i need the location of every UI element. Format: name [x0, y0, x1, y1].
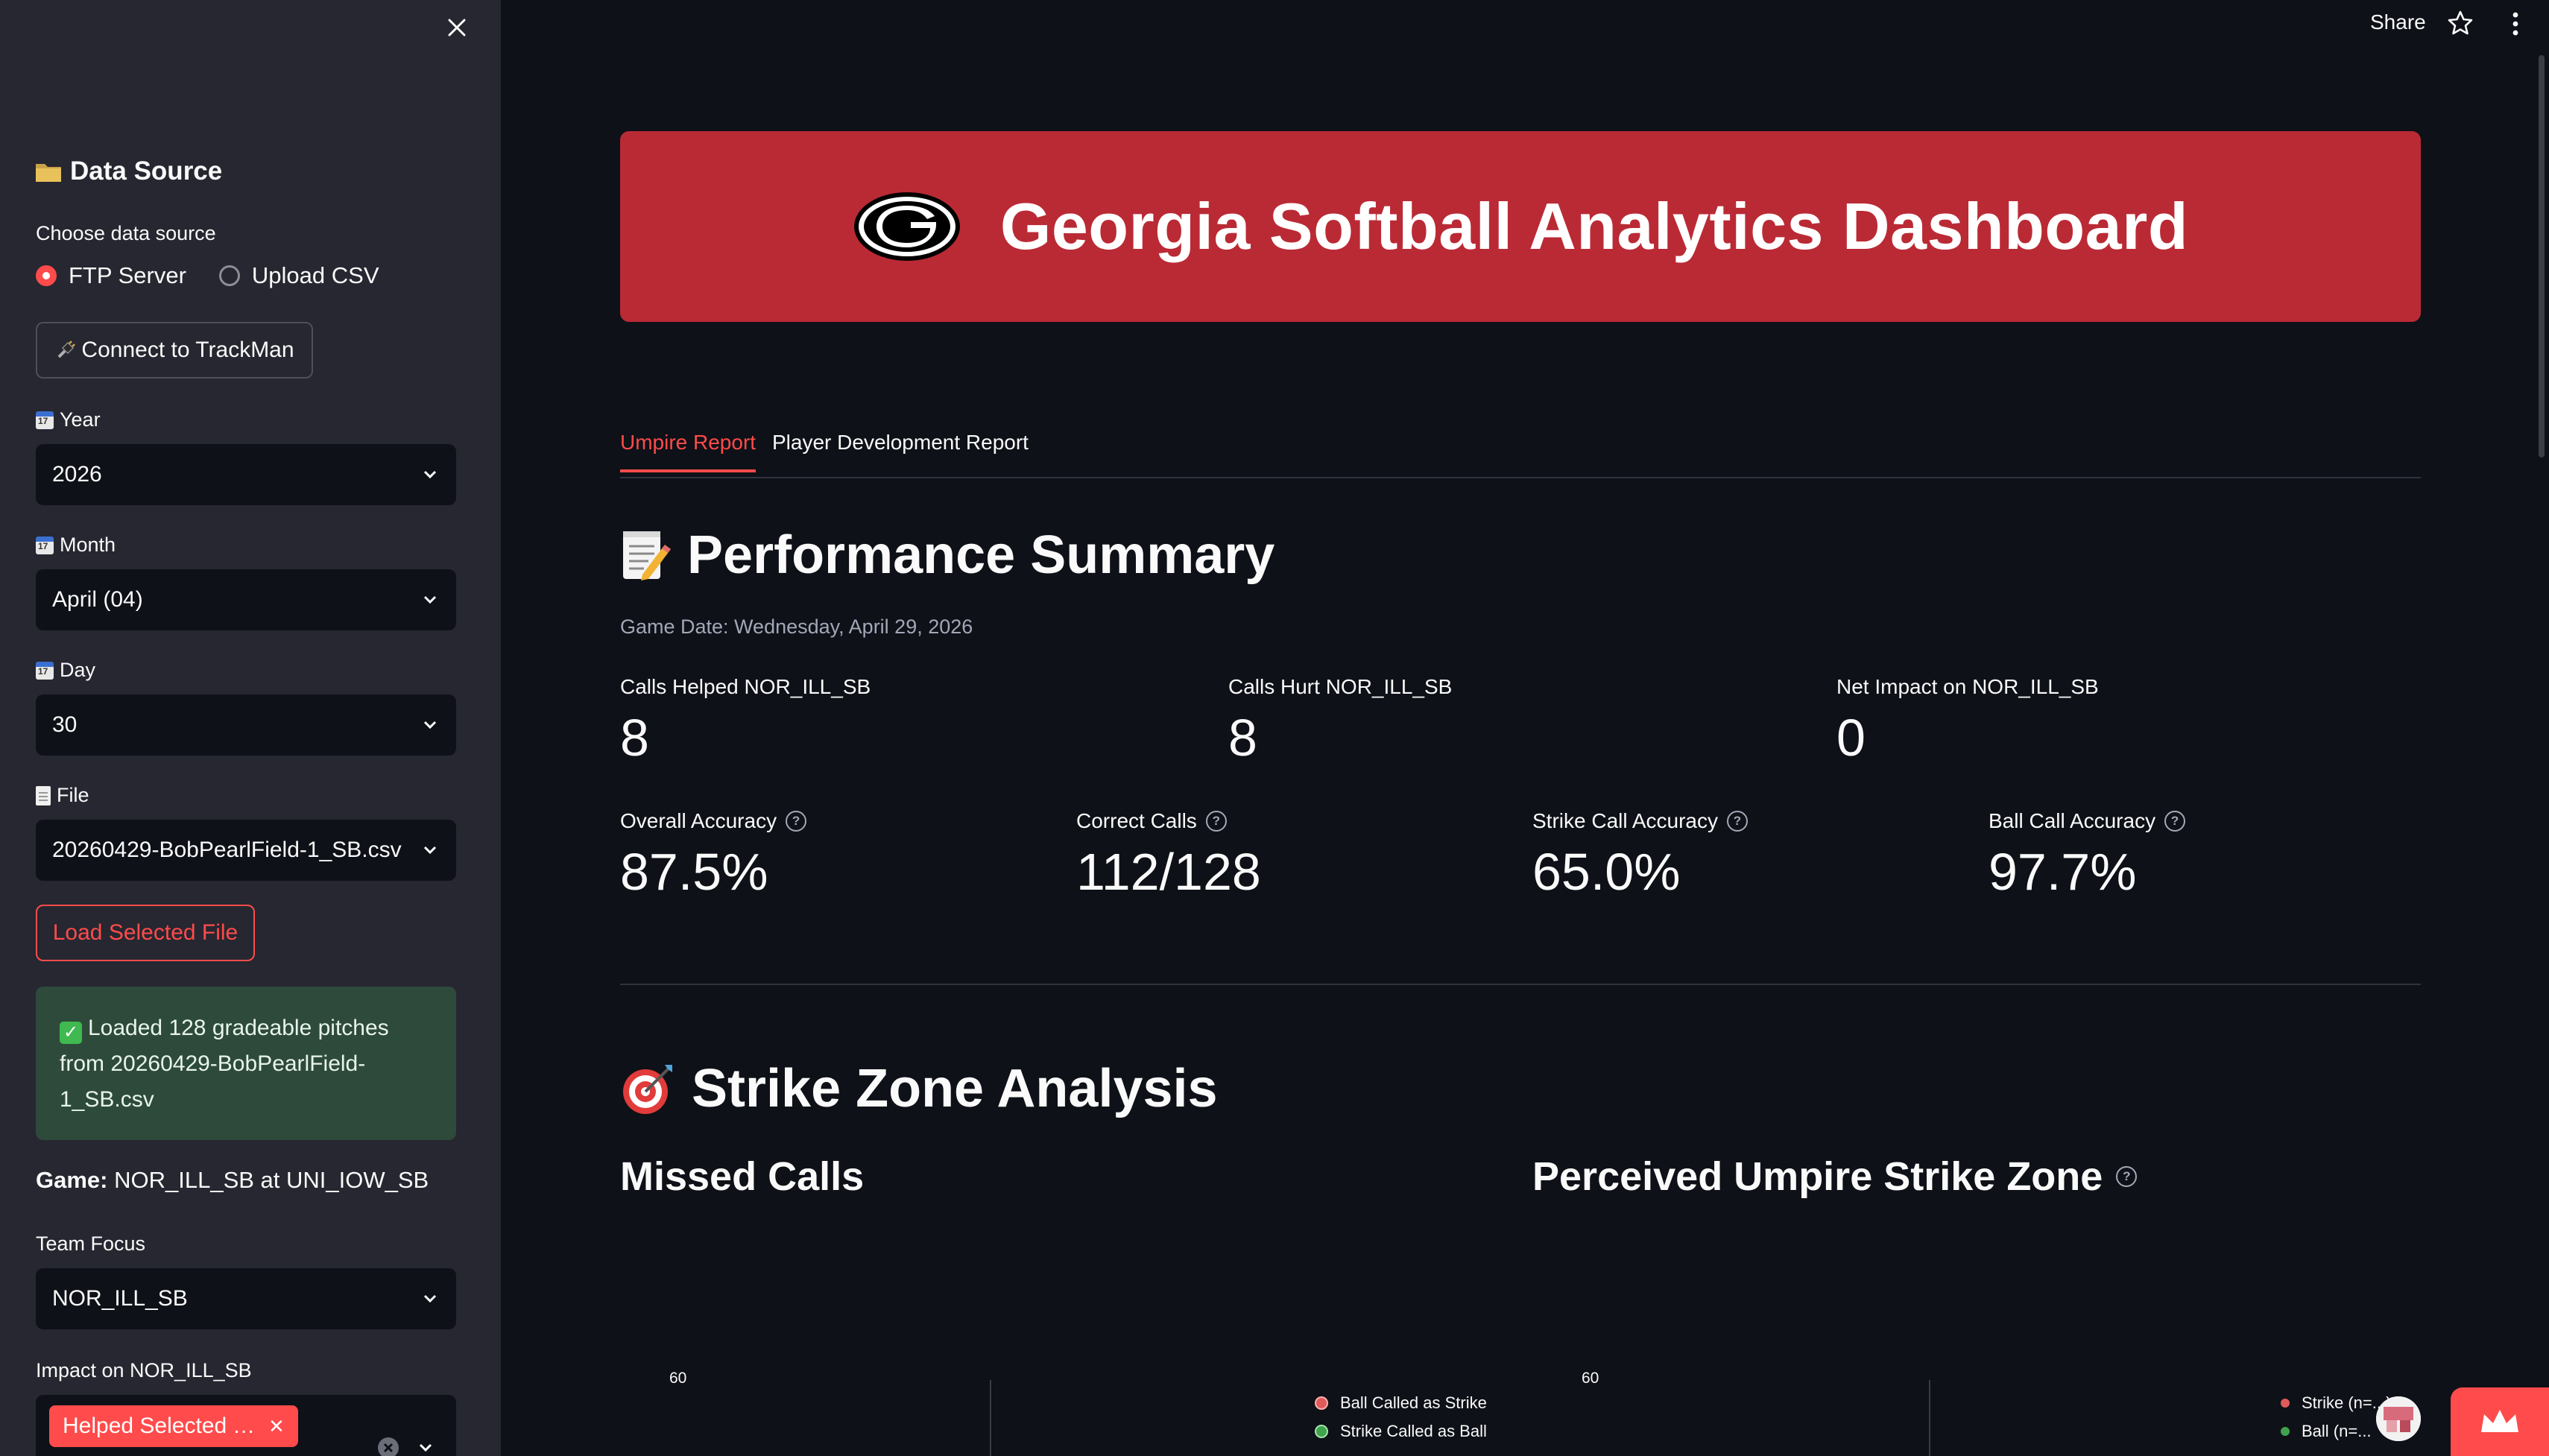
radio-selected-icon: [36, 265, 57, 286]
memo-icon: [623, 531, 671, 580]
help-icon[interactable]: ?: [1726, 811, 1748, 832]
chevron-down-icon: [423, 1294, 437, 1303]
metric-label-ball-call-accuracy: Ball Call Accuracy ?: [1989, 809, 2186, 833]
month-select[interactable]: April (04): [36, 569, 456, 630]
metric-value-strike-call-accuracy: 65.0%: [1532, 843, 1681, 901]
day-label: Day: [36, 659, 95, 682]
team-focus-select[interactable]: NOR_ILL_SB: [36, 1268, 456, 1329]
impact-label: Impact on NOR_ILL_SB: [36, 1359, 252, 1381]
game-info: Game: NOR_ILL_SB at UNI_IOW_SB: [36, 1167, 429, 1193]
section-divider: [620, 984, 2421, 985]
year-label: Year: [36, 408, 101, 431]
data-source-radio-group: FTP Server Upload CSV: [36, 262, 379, 289]
metric-label-correct-calls: Correct Calls ?: [1076, 809, 1227, 833]
sidebar: Data Source Choose data source FTP Serve…: [0, 0, 501, 1456]
streamlit-crown-button[interactable]: [2451, 1387, 2549, 1456]
check-icon: ✓: [60, 1022, 82, 1044]
help-icon[interactable]: ?: [2116, 1166, 2138, 1187]
day-select[interactable]: 30: [36, 694, 456, 756]
perceived-strike-zone-heading: Perceived Umpire Strike Zone ?: [1532, 1153, 2138, 1200]
legend-marker-green: [1315, 1425, 1328, 1438]
metric-value-net-impact: 0: [1836, 709, 1866, 767]
help-icon[interactable]: ?: [1205, 811, 1227, 832]
crown-icon: [2481, 1410, 2518, 1432]
metric-label-net-impact: Net Impact on NOR_ILL_SB: [1836, 675, 2099, 698]
metric-value-calls-helped: 8: [620, 709, 649, 767]
avatar[interactable]: [2376, 1396, 2421, 1441]
impact-multiselect[interactable]: Helped Selected Team ✕: [36, 1395, 456, 1456]
plot-gridline: [990, 1380, 991, 1456]
file-label: File: [36, 784, 89, 807]
metric-label-calls-helped: Calls Helped NOR_ILL_SB: [620, 675, 871, 698]
plug-icon: [58, 341, 76, 358]
data-source-title: Data Source: [34, 156, 222, 186]
radio-ftp-server[interactable]: FTP Server: [36, 262, 186, 289]
tab-umpire-report[interactable]: Umpire Report: [620, 431, 757, 472]
tab-player-development-report[interactable]: Player Development Report: [772, 431, 1029, 454]
y-tick-label: 60: [1582, 1370, 1599, 1387]
missed-calls-heading: Missed Calls: [620, 1154, 865, 1199]
legend-item-strike[interactable]: Strike (n=...): [2281, 1393, 2391, 1413]
legend-marker-red: [1315, 1396, 1328, 1410]
chevron-down-icon: [423, 595, 437, 604]
connect-trackman-button[interactable]: Connect to TrackMan: [36, 322, 313, 379]
chevron-down-icon: [423, 846, 437, 855]
chevron-down-icon: [423, 721, 437, 729]
calendar-icon: [36, 661, 54, 680]
chevron-down-icon[interactable]: [416, 1438, 435, 1456]
metric-value-ball-call-accuracy: 97.7%: [1989, 843, 2137, 901]
metric-value-calls-hurt: 8: [1228, 709, 1257, 767]
calendar-icon: [36, 411, 54, 429]
dashboard-title: Georgia Softball Analytics Dashboard: [999, 189, 2189, 263]
georgia-g-logo: [853, 192, 960, 261]
scrollbar[interactable]: [2539, 55, 2545, 458]
radio-unselected-icon: [218, 265, 240, 286]
help-icon[interactable]: ?: [786, 811, 807, 832]
legend-item-ball-called-strike[interactable]: Ball Called as Strike: [1315, 1393, 1487, 1413]
document-icon: [36, 785, 51, 805]
metric-label-strike-call-accuracy: Strike Call Accuracy ?: [1532, 809, 1748, 833]
calendar-icon: [36, 536, 54, 554]
legend-item-ball[interactable]: Ball (n=...: [2281, 1422, 2372, 1441]
legend-item-strike-called-ball[interactable]: Strike Called as Ball: [1315, 1422, 1487, 1441]
impact-chip[interactable]: Helped Selected Team ✕: [49, 1405, 298, 1447]
data-source-label: Choose data source: [36, 222, 216, 244]
game-date: Game Date: Wednesday, April 29, 2026: [620, 615, 973, 638]
metric-label-calls-hurt: Calls Hurt NOR_ILL_SB: [1228, 675, 1453, 698]
year-select[interactable]: 2026: [36, 444, 456, 505]
strike-zone-analysis-heading: Strike Zone Analysis: [620, 1058, 1218, 1119]
help-icon[interactable]: ?: [2164, 811, 2186, 832]
legend-marker-red: [2281, 1399, 2290, 1408]
success-alert: ✓ Loaded 128 gradeable pitches from 20260…: [36, 987, 456, 1140]
star-icon[interactable]: [2446, 9, 2474, 41]
performance-summary-heading: Performance Summary: [620, 525, 1274, 586]
header-banner: Georgia Softball Analytics Dashboard: [620, 131, 2421, 322]
legend-marker-green: [2281, 1427, 2290, 1436]
metric-label-overall-accuracy: Overall Accuracy ?: [620, 809, 807, 833]
y-tick-label: 60: [669, 1370, 687, 1387]
file-select[interactable]: 20260429-BobPearlField-1_SB.csv: [36, 820, 456, 881]
load-selected-file-button[interactable]: Load Selected File: [36, 905, 255, 961]
direct-hit-icon: [623, 1065, 672, 1114]
metric-value-correct-calls: 112/128: [1076, 843, 1261, 901]
close-icon: [448, 19, 466, 37]
plot-gridline: [1929, 1380, 1930, 1456]
more-options-icon[interactable]: [2504, 9, 2527, 42]
report-tabs: Umpire Report Player Development Report: [620, 425, 2421, 478]
radio-upload-csv[interactable]: Upload CSV: [218, 262, 379, 289]
month-label: Month: [36, 534, 116, 557]
close-sidebar-button[interactable]: [440, 10, 474, 45]
metric-value-overall-accuracy: 87.5%: [620, 843, 768, 901]
clear-all-icon[interactable]: [377, 1437, 399, 1456]
remove-chip-icon[interactable]: ✕: [268, 1414, 285, 1437]
chevron-down-icon: [423, 470, 437, 479]
team-focus-label: Team Focus: [36, 1232, 146, 1255]
folder-icon: [36, 164, 61, 182]
share-button[interactable]: Share: [2370, 10, 2426, 34]
